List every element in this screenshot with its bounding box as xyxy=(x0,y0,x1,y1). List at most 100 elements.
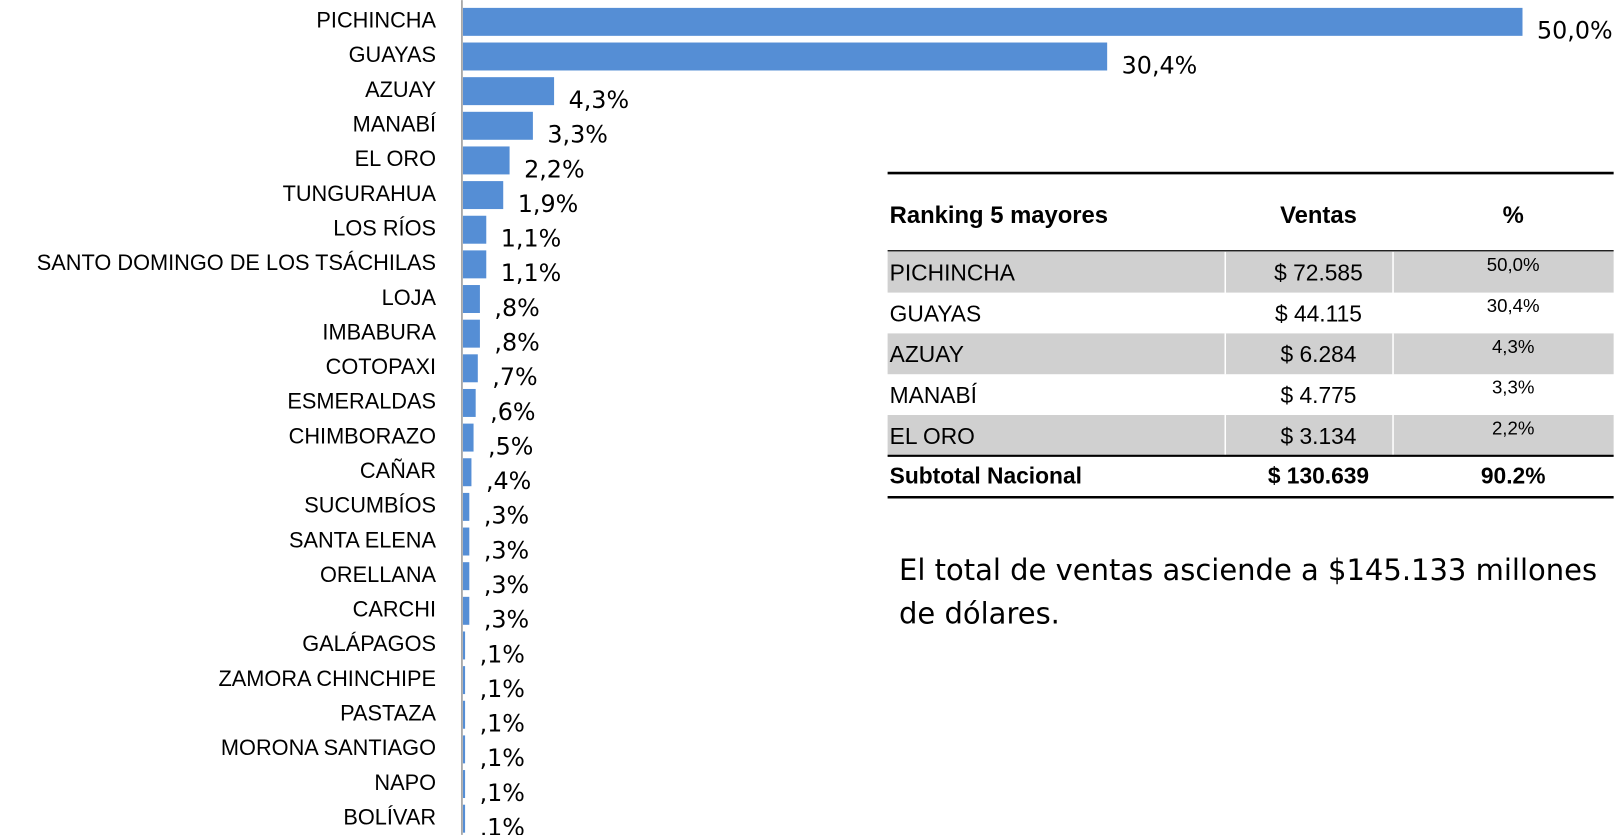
category-label: EL ORO xyxy=(355,146,436,171)
category-label: GALÁPAGOS xyxy=(302,631,436,656)
bar xyxy=(462,146,510,175)
note-box: El total de ventas asciende a $145.133 m… xyxy=(899,553,1598,631)
category-label: MANABÍ xyxy=(353,112,437,137)
value-label: ,3% xyxy=(484,606,529,634)
table-cell: $ 4.775 xyxy=(1280,382,1356,408)
category-label: CARCHI xyxy=(353,597,436,622)
value-label: ,1% xyxy=(480,814,525,835)
table-cell: EL ORO xyxy=(890,423,975,449)
value-label: ,1% xyxy=(480,640,525,668)
category-label: MORONA SANTIAGO xyxy=(221,735,436,760)
bar xyxy=(462,111,533,140)
value-label: 50,0% xyxy=(1537,17,1613,45)
table-header: Ranking 5 mayores xyxy=(890,202,1108,229)
category-label: CAÑAR xyxy=(360,458,436,483)
value-label: ,3% xyxy=(484,502,529,530)
bar xyxy=(462,77,555,106)
value-label: 4,3% xyxy=(569,86,630,114)
table-header: % xyxy=(1503,202,1524,229)
table-cell: 4,3% xyxy=(1492,336,1534,357)
table-header: Ventas xyxy=(1280,202,1357,229)
value-label: ,7% xyxy=(492,363,537,391)
table-footer: Subtotal Nacional xyxy=(890,463,1082,489)
category-label: PASTAZA xyxy=(340,701,436,726)
category-label: BOLÍVAR xyxy=(343,804,436,829)
bar xyxy=(462,527,470,556)
bar xyxy=(462,735,466,764)
category-label: LOS RÍOS xyxy=(333,215,436,240)
category-label: GUAYAS xyxy=(349,42,436,67)
table-cell: $ 6.284 xyxy=(1280,341,1356,367)
note: El total de ventas asciende a $145.133 m… xyxy=(899,553,1598,631)
table-cell: 50,0% xyxy=(1487,254,1540,275)
value-label: ,1% xyxy=(480,710,525,738)
value-label: 3,3% xyxy=(547,121,608,149)
value-label: ,4% xyxy=(486,467,531,495)
category-label: IMBABURA xyxy=(322,319,436,344)
category-label: ORELLANA xyxy=(320,562,437,587)
table-cell: $ 72.585 xyxy=(1274,260,1363,286)
bar xyxy=(462,215,487,244)
value-label: ,1% xyxy=(480,744,525,772)
category-label: AZUAY xyxy=(365,77,436,102)
table-row-bg xyxy=(887,333,1614,375)
table-cell: $ 3.134 xyxy=(1280,423,1356,449)
table-cell: MANABÍ xyxy=(890,382,978,408)
category-label: ESMERALDAS xyxy=(287,389,436,414)
category-label: COTOPAXI xyxy=(326,354,436,379)
bar xyxy=(462,181,504,210)
value-label: 2,2% xyxy=(524,155,585,183)
category-label: SANTA ELENA xyxy=(289,527,437,552)
value-label: ,8% xyxy=(494,329,539,357)
bar xyxy=(462,7,1523,36)
table-cell: 2,2% xyxy=(1492,417,1534,438)
bar xyxy=(462,285,480,313)
category-label: CHIMBORAZO xyxy=(289,423,436,448)
bar xyxy=(462,388,476,417)
value-label: ,3% xyxy=(484,571,529,599)
category-label: NAPO xyxy=(374,770,436,795)
value-label: ,3% xyxy=(484,536,529,564)
bar xyxy=(462,458,472,487)
table-row-bg xyxy=(887,415,1614,456)
value-label: 30,4% xyxy=(1122,51,1198,79)
bar xyxy=(462,250,487,279)
bar xyxy=(462,42,1108,71)
table-cell: PICHINCHA xyxy=(890,260,1016,286)
category-label: LOJA xyxy=(382,285,437,310)
value-label: ,1% xyxy=(480,675,525,703)
table-row-bg xyxy=(887,251,1614,293)
bar xyxy=(462,562,470,591)
bar xyxy=(462,492,470,521)
bar xyxy=(462,804,466,833)
bar xyxy=(462,319,480,348)
bar xyxy=(462,631,466,660)
value-label: ,5% xyxy=(488,432,533,460)
value-label: ,1% xyxy=(480,779,525,807)
value-label: ,6% xyxy=(490,398,535,426)
bar xyxy=(462,423,474,452)
category-label: ZAMORA CHINCHIPE xyxy=(219,666,437,691)
table-cell: 3,3% xyxy=(1492,377,1534,398)
bar xyxy=(462,596,470,625)
table-cell: $ 44.115 xyxy=(1275,300,1362,326)
category-label: SANTO DOMINGO DE LOS TSÁCHILAS xyxy=(37,250,436,275)
table-cell: GUAYAS xyxy=(890,300,982,326)
bar xyxy=(462,354,478,383)
table-cell: AZUAY xyxy=(890,341,964,367)
table-footer: $ 130.639 xyxy=(1268,463,1369,489)
table-cell: 30,4% xyxy=(1487,295,1540,316)
bar xyxy=(462,770,466,799)
category-label: TUNGURAHUA xyxy=(283,181,437,206)
value-label: ,8% xyxy=(494,294,539,322)
value-label: 1,9% xyxy=(518,190,579,218)
category-label: SUCUMBÍOS xyxy=(304,493,436,518)
bar xyxy=(462,700,466,729)
table-footer: 90.2% xyxy=(1481,463,1546,489)
value-label: 1,1% xyxy=(501,259,561,287)
bar xyxy=(462,666,466,695)
value-label: 1,1% xyxy=(501,225,561,253)
category-label: PICHINCHA xyxy=(316,8,436,33)
